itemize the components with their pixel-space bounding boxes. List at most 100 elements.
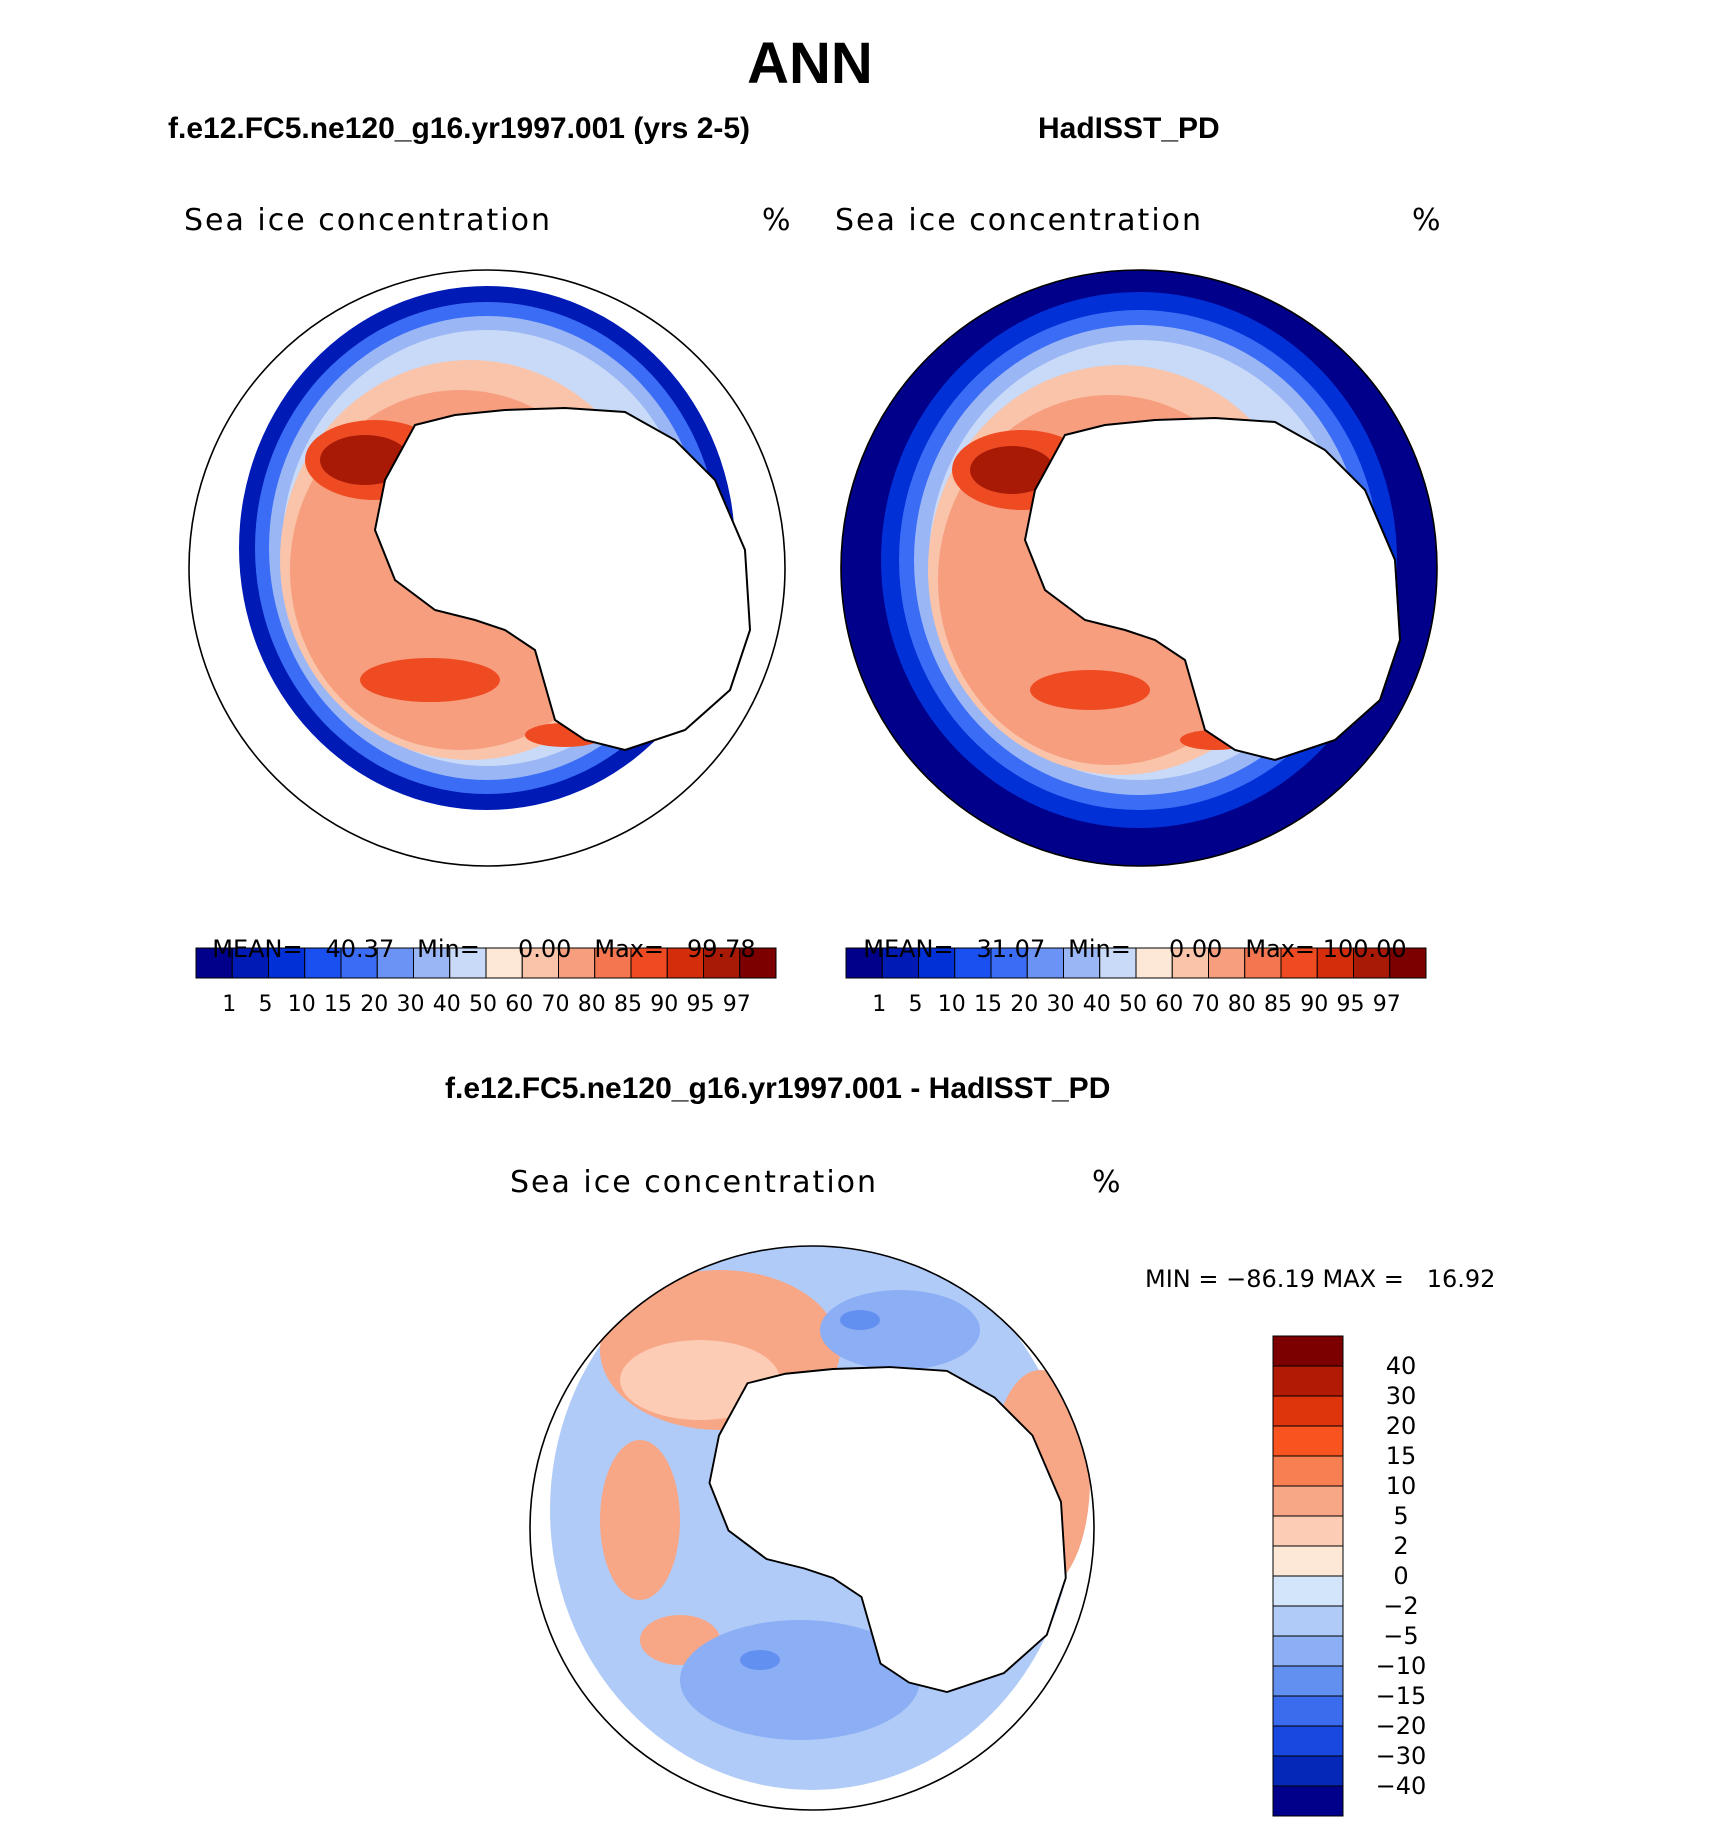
colorbar-1-swatch [521,947,559,979]
colorbar-diff-swatch [1272,1575,1344,1607]
colorbar-diff-swatch [1272,1485,1344,1517]
colorbar-1-tick-label: 60 [505,992,533,1017]
panel-2-mean-value: 31.07 [976,935,1046,963]
colorbar-diff-tick-label: 20 [1386,1412,1417,1440]
colorbar-1-swatch [376,947,414,979]
panel-2-min-label: Min= [1068,935,1131,963]
colorbar-diff-swatch [1272,1635,1344,1667]
colorbar-diff-tick-label: −5 [1383,1622,1418,1650]
panel-1-max-value: 99.78 [686,935,756,963]
colorbar-2-tick-label: 60 [1155,992,1183,1017]
colorbar-2-tick-label: 15 [974,992,1002,1017]
colorbar-diff-tick-label: −20 [1376,1712,1427,1740]
colorbar-1-swatch [449,947,487,979]
colorbar-diff-tick-label: 10 [1386,1472,1417,1500]
difference-title: f.e12.FC5.ne120_g16.yr1997.001 - HadISST… [445,1072,1111,1105]
colorbar-1-tick-label: 50 [469,992,497,1017]
colorbar-2-tick-label: 90 [1300,992,1328,1017]
colorbar-1-swatch [630,947,668,979]
colorbar-2-swatch [1063,947,1101,979]
colorbar-2-swatch [1316,947,1354,979]
colorbar-1-tick-label: 10 [288,992,316,1017]
colorbar-2-tick-label: 20 [1010,992,1038,1017]
panel-1-min-value: 0.00 [517,935,572,963]
panel-2-title: HadISST_PD [1038,112,1220,145]
colorbar-1-swatch [666,947,704,979]
colorbar-2-tick-label: 95 [1337,992,1365,1017]
colorbar-2-tick-label: 97 [1373,992,1401,1017]
colorbar-diff-tick-label: −15 [1376,1682,1427,1710]
colorbar-diff-tick-label: −30 [1376,1742,1427,1770]
colorbar-2-swatch [1171,947,1209,979]
colorbar-diff-tick-label: −10 [1376,1652,1427,1680]
colorbar-1-swatch [485,947,523,979]
colorbar-diff-swatch [1272,1695,1344,1727]
colorbar-1-tick-label: 15 [324,992,352,1017]
colorbar-diff-tick-label: 5 [1393,1502,1408,1530]
colorbar-2-tick-label: 40 [1083,992,1111,1017]
colorbar-diff-swatch [1272,1425,1344,1457]
colorbar-diff-swatch [1272,1605,1344,1637]
colorbar-diff-tick-label: −2 [1383,1592,1418,1620]
map-panel-2-border [840,269,1438,867]
colorbar-1-swatch [739,947,777,979]
colorbar-1-tick-label: 40 [433,992,461,1017]
colorbar-1-tick-label: 5 [259,992,273,1017]
colorbar-2-tick-label: 85 [1264,992,1292,1017]
colorbar-diff-swatch [1272,1545,1344,1577]
colorbar-diff-tick-label: 15 [1386,1442,1417,1470]
panel-2-min-value: 0.00 [1168,935,1223,963]
colorbar-2-tick-label: 80 [1228,992,1256,1017]
colorbar-2-tick-label: 30 [1047,992,1075,1017]
colorbar-diff-swatch [1272,1665,1344,1697]
diff-units-label: % [1092,1165,1123,1200]
colorbar-2-swatch [845,947,883,979]
colorbar-2-swatch [1099,947,1137,979]
colorbar-1-tick-label: 20 [360,992,388,1017]
colorbar-2-tick-label: 5 [909,992,923,1017]
panel-2-stats: MEAN= 31.07 Min= 0.00 Max= 100.00 [848,907,1406,963]
panel-2-max-label: Max= [1245,935,1316,963]
colorbar-2-swatch [1026,947,1064,979]
colorbar-panel-1: 1 5 10 15 20 30 40 50 60 70 80 85 90 95 97 [195,947,777,1017]
colorbar-2-swatch [990,947,1028,979]
colorbar-diff-swatch [1272,1335,1344,1367]
colorbar-diff-swatch [1272,1395,1344,1427]
colorbar-2-tick-label: 50 [1119,992,1147,1017]
diff-minmax: MIN = −86.19 MAX = 16.92 [1145,1265,1496,1293]
map-panel-1 [189,270,785,866]
colorbar-diff-tick-label: 0 [1393,1562,1408,1590]
panel-2-variable-label: Sea ice concentration [835,203,1204,238]
colorbar-1-tick-label: 1 [222,992,236,1017]
colorbar-2-tick-label: 70 [1192,992,1220,1017]
colorbar-2-tick-label: 1 [872,992,886,1017]
colorbar-diff-swatch [1272,1365,1344,1397]
colorbar-1-tick-label: 30 [397,992,425,1017]
map-panel-1-border [188,269,786,867]
colorbar-diff-swatch [1272,1515,1344,1547]
colorbar-1-tick-label: 95 [687,992,715,1017]
colorbar-1-tick-label: 70 [542,992,570,1017]
colorbar-2-swatch [1135,947,1173,979]
colorbar-1-swatch [703,947,741,979]
colorbar-1-tick-label: 97 [723,992,751,1017]
panel-1-min-label: Min= [417,935,480,963]
colorbar-diff-swatch [1272,1785,1344,1817]
colorbar-panel-2: 1 5 10 15 20 30 40 50 60 70 80 85 90 95 97 [845,947,1427,1017]
colorbar-1-swatch [340,947,378,979]
colorbar-diff-swatch [1272,1455,1344,1487]
panel-1-units-label: % [762,203,793,238]
panel-1-variable-label: Sea ice concentration [184,203,553,238]
figure-title: ANN [747,31,873,96]
colorbar-2-swatch [1208,947,1246,979]
colorbar-1-tick-label: 85 [614,992,642,1017]
colorbar-1-tick-label: 80 [578,992,606,1017]
colorbar-diff-swatch [1272,1755,1344,1787]
colorbar-diff-swatch [1272,1725,1344,1757]
colorbar-1-swatch [594,947,632,979]
diff-variable-label: Sea ice concentration [510,1165,879,1200]
map-panel-diff-border [529,1245,1095,1811]
panel-1-stats: MEAN= 40.37 Min= 0.00 Max= 99.78 [197,907,756,963]
